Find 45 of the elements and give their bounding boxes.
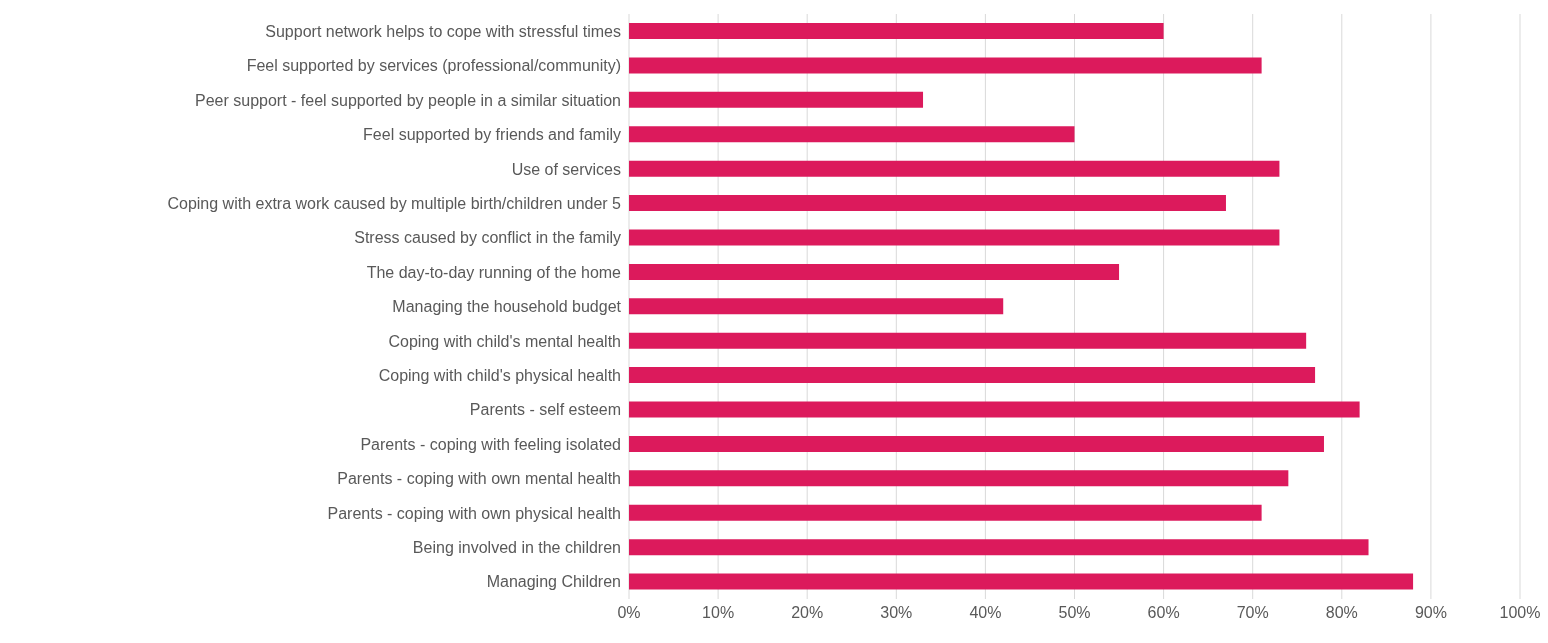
- x-tick-label: 0%: [617, 604, 641, 622]
- bar: [629, 298, 1004, 315]
- bar: [629, 195, 1226, 212]
- bar: [629, 23, 1164, 39]
- bar: [629, 229, 1280, 246]
- y-tick-label: Coping with child's physical health: [378, 367, 621, 384]
- bar: [629, 57, 1262, 74]
- y-tick-label: Use of services: [511, 160, 621, 178]
- bar: [629, 470, 1289, 487]
- y-tick-label: Parents - coping with own physical health: [327, 504, 621, 522]
- y-tick-label: The day-to-day running of the home: [366, 263, 622, 281]
- x-tick-label: 80%: [1325, 604, 1358, 622]
- y-tick-label: Stress caused by conflict in the family: [354, 229, 621, 247]
- y-tick-label: Parents - coping with own mental health: [337, 470, 621, 488]
- x-tick-label: 40%: [969, 604, 1002, 622]
- bar: [629, 504, 1262, 521]
- bar: [629, 160, 1280, 177]
- y-tick-label: Managing the household budget: [392, 298, 622, 316]
- bar: [629, 91, 924, 108]
- x-tick-label: 10%: [702, 604, 735, 622]
- y-tick-label: Feel supported by friends and family: [363, 126, 621, 144]
- y-tick-label: Peer support - feel supported by people in a similar situation: [194, 91, 621, 109]
- bar: [629, 435, 1324, 452]
- x-tick-label: 70%: [1236, 604, 1269, 622]
- y-tick-label: Parents - coping with feeling isolated: [360, 435, 621, 453]
- x-tick-label: 90%: [1414, 604, 1447, 622]
- y-tick-label: Managing Children: [486, 573, 621, 591]
- x-tick-label: 20%: [791, 604, 824, 622]
- bar: [629, 332, 1307, 349]
- y-tick-label: Being involved in the children: [412, 539, 621, 557]
- x-tick-label: 30%: [880, 604, 913, 622]
- bar: [629, 126, 1075, 143]
- x-tick-label: 60%: [1147, 604, 1180, 622]
- x-tick-label: 100%: [1499, 604, 1541, 622]
- x-tick-label: 50%: [1058, 604, 1091, 622]
- bar: [629, 367, 1316, 384]
- bar: [629, 573, 1414, 590]
- y-tick-label: Coping with extra work caused by multiple birth/children under 5: [167, 194, 622, 212]
- bar: [629, 263, 1120, 280]
- y-tick-label: Support network helps to cope with stressful times: [265, 22, 621, 40]
- bar: [629, 539, 1369, 556]
- y-tick-label: Parents - self esteem: [469, 401, 621, 419]
- y-tick-label: Feel supported by services (professional/community): [246, 57, 621, 75]
- y-tick-label: Coping with child's mental health: [388, 332, 621, 350]
- bar: [629, 401, 1360, 418]
